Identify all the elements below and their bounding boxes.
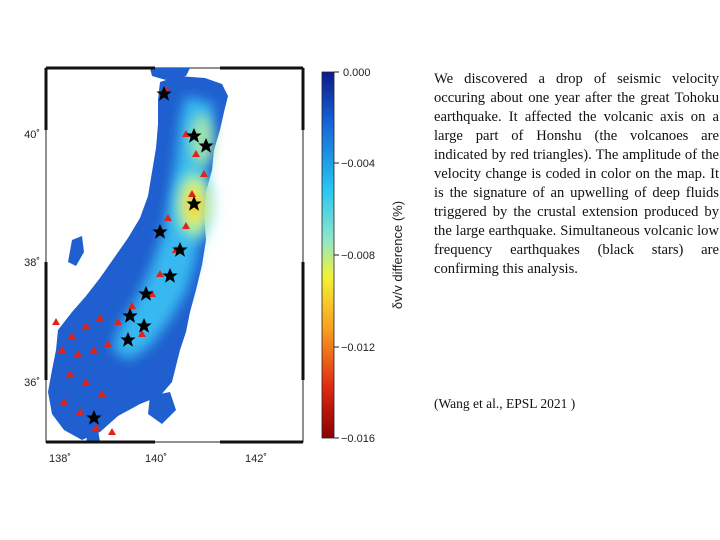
volcano-marker xyxy=(192,150,200,157)
lon-tick-label: 142˚ xyxy=(245,453,267,465)
lfe-star-marker xyxy=(162,268,178,283)
lat-tick-label: 38˚ xyxy=(24,257,40,269)
volcano-marker xyxy=(96,314,104,321)
lfe-star-markers xyxy=(86,86,214,425)
velocity-zone-north xyxy=(190,114,214,166)
colorbar-axis-label: δv/v difference (%) xyxy=(390,201,405,309)
izu-peninsula xyxy=(86,430,100,442)
volcano-marker xyxy=(74,350,82,357)
colorbar-gradient xyxy=(321,71,335,439)
lfe-star-marker xyxy=(138,286,154,301)
lfe-star-marker xyxy=(198,138,214,153)
colorbar: 0.000 −0.004 −0.008 −0.012 −0.016 δv/v d… xyxy=(321,67,405,445)
lon-tick-label: 140˚ xyxy=(145,453,167,465)
lfe-star-marker xyxy=(186,128,202,143)
description-paragraph: We discovered a drop of seismic velocity… xyxy=(434,71,719,277)
volcano-marker xyxy=(68,332,76,339)
citation-text: (Wang et al., EPSL 2021 ) xyxy=(434,396,576,411)
volcano-marker xyxy=(164,214,172,221)
lfe-star-marker xyxy=(152,224,168,239)
lat-tick-label: 40˚ xyxy=(24,129,40,141)
sado-island xyxy=(68,236,84,266)
colorbar-tick-label: −0.004 xyxy=(341,158,375,170)
lon-tick-label: 138˚ xyxy=(49,453,71,465)
lfe-star-marker xyxy=(136,318,152,333)
volcano-marker xyxy=(108,428,116,435)
volcano-marker xyxy=(92,424,100,431)
volcano-marker xyxy=(138,330,146,337)
volcano-marker xyxy=(104,340,112,347)
volcano-marker xyxy=(114,318,122,325)
colorbar-tick-label: 0.000 xyxy=(343,67,371,79)
description-text: We discovered a drop of seismic velocity… xyxy=(434,70,719,279)
volcano-marker xyxy=(82,378,90,385)
boso-peninsula xyxy=(148,392,176,424)
volcano-marker xyxy=(66,370,74,377)
lfe-star-marker xyxy=(120,332,136,347)
velocity-zone-moderate xyxy=(112,96,214,360)
colorbar-tick-label: −0.016 xyxy=(341,433,375,445)
volcano-marker xyxy=(148,290,156,297)
volcano-marker xyxy=(182,222,190,229)
map-frame-ticks xyxy=(44,66,305,444)
volcano-marker xyxy=(128,302,136,309)
volcano-marker xyxy=(60,398,68,405)
volcano-marker xyxy=(76,408,84,415)
volcano-marker xyxy=(52,318,60,325)
lfe-star-marker xyxy=(122,308,138,323)
lfe-star-marker xyxy=(172,242,188,257)
volcano-marker xyxy=(188,190,196,197)
volcano-marker xyxy=(182,130,190,137)
lfe-star-marker xyxy=(156,86,172,101)
map-panel xyxy=(44,66,305,444)
volcano-marker xyxy=(156,270,164,277)
lfe-star-marker xyxy=(186,196,202,211)
colorbar-tick-label: −0.008 xyxy=(341,250,375,262)
lfe-star-marker xyxy=(86,410,102,425)
volcano-marker xyxy=(200,170,208,177)
volcano-marker xyxy=(82,322,90,329)
volcano-marker xyxy=(90,346,98,353)
volcano-marker xyxy=(98,390,106,397)
colorbar-tick-label: −0.012 xyxy=(341,342,375,354)
hokkaido-tip xyxy=(150,68,190,80)
volcano-marker xyxy=(58,346,66,353)
lat-tick-label: 36˚ xyxy=(24,377,40,389)
